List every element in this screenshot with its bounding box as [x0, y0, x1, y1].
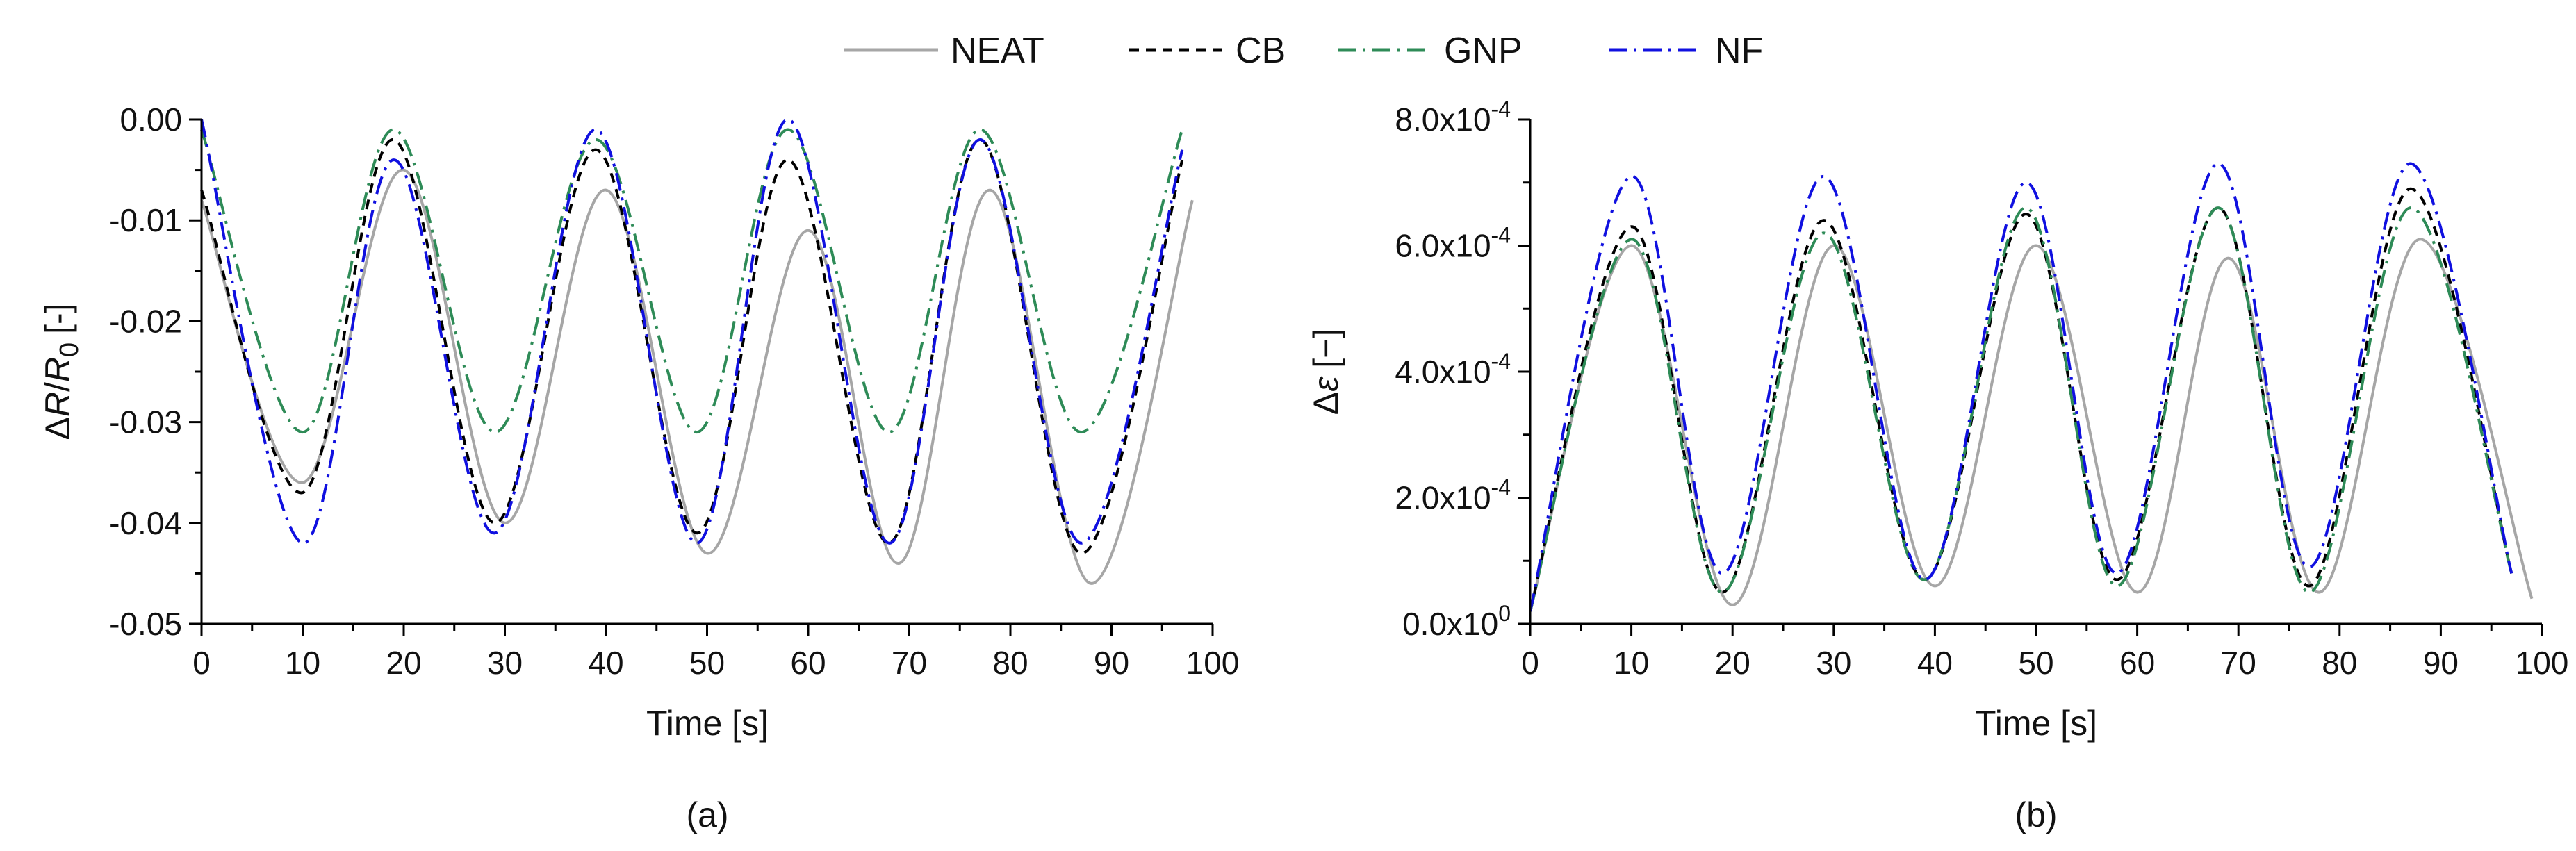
panel-a-x-tick-label: 70 [892, 645, 927, 681]
legend-item-nf: NF [1609, 31, 1763, 71]
panel-b-y-title: Δε[−] [1306, 329, 1345, 415]
panel-a-y-tick-label: -0.02 [109, 303, 182, 339]
panel-a-x-tick-label: 100 [1186, 645, 1240, 681]
panel-a-x-tick-label: 0 [192, 645, 211, 681]
panel-b-series-nf [1529, 162, 2513, 612]
legend-label-gnp: GNP [1444, 31, 1523, 71]
panel-b-x-tick-label: 30 [1816, 645, 1851, 681]
panel-b-x-tick-label: 90 [2423, 645, 2459, 681]
panel-a-x-tick-label: 80 [992, 645, 1028, 681]
panel-a-y-tick-label: -0.01 [109, 202, 182, 238]
panel-a-series-neat [200, 168, 1194, 585]
panel-b-x-tick-label: 20 [1715, 645, 1750, 681]
legend-label-cb: CB [1236, 31, 1286, 71]
panel-b-label: (b) [2015, 795, 2057, 834]
panel-a-x-tick-label: 50 [689, 645, 725, 681]
panel-a-y-tick-label: -0.04 [109, 505, 182, 541]
panel-b-x-tick-label: 100 [2516, 645, 2569, 681]
panel-b-x-title: Time [s] [1975, 704, 2097, 743]
panel-a-resistance: 0 10 20 30 40 50 60 70 80 90 100 0.00 -0.01 -0.02 -0.0… [38, 101, 1239, 834]
panel-b-x-tick-label: 50 [2018, 645, 2053, 681]
legend-item-cb: CB [1129, 31, 1286, 71]
panel-a-series-nf [200, 118, 1184, 545]
panel-a-series-cb [200, 138, 1184, 555]
legend-item-gnp: GNP [1338, 31, 1523, 71]
panel-b-y-tick-label: 4.0x10-4 [1395, 349, 1511, 390]
panel-b-series-neat [1529, 238, 2534, 612]
panel-b-series [1529, 162, 2534, 612]
panel-a-x-tick-label: 60 [790, 645, 826, 681]
panel-b-x-tick-label: 10 [1614, 645, 1649, 681]
panel-a-x-tick-label: 20 [386, 645, 421, 681]
panel-b-y-tick-label: 2.0x10-4 [1395, 475, 1511, 516]
panel-b-ticks: 0 10 20 30 40 50 60 70 80 90 100 0.0x100 2.0x10-4 4.0… [1395, 97, 2568, 681]
panel-a-y-tick-label: 0.00 [120, 101, 182, 138]
panel-a-ticks: 0 10 20 30 40 50 60 70 80 90 100 0.00 -0.01 -0.02 -0.0… [109, 101, 1239, 681]
panel-b-y-tick-label: 8.0x10-4 [1395, 97, 1511, 138]
panel-b-x-tick-label: 40 [1917, 645, 1953, 681]
panel-b-x-tick-label: 80 [2322, 645, 2357, 681]
panel-a-series-gnp [200, 128, 1184, 434]
panel-a-x-tick-label: 90 [1094, 645, 1129, 681]
panel-b-y-tick-label: 0.0x100 [1402, 601, 1511, 642]
panel-a-x-tick-label: 10 [285, 645, 320, 681]
panel-a-x-tick-label: 40 [588, 645, 623, 681]
panel-b-y-tick-label: 6.0x10-4 [1395, 223, 1511, 264]
legend-label-neat: NEAT [951, 31, 1044, 71]
panel-a-series [200, 118, 1194, 585]
panel-b-strain: 0 10 20 30 40 50 60 70 80 90 100 0.0x100 2.0x10-4 4.0… [1306, 97, 2568, 834]
panel-a-y-tick-label: -0.03 [109, 404, 182, 440]
panel-a-y-title: ΔR/R0[-] [38, 303, 84, 440]
panel-a-y-tick-label: -0.05 [109, 606, 182, 642]
panel-a-label: (a) [686, 795, 728, 834]
legend-label-nf: NF [1715, 31, 1763, 71]
panel-b-x-tick-label: 60 [2119, 645, 2155, 681]
panel-b-x-tick-label: 70 [2221, 645, 2256, 681]
legend-item-neat: NEAT [844, 31, 1044, 71]
panel-a-x-tick-label: 30 [487, 645, 523, 681]
legend: NEAT CB GNP NF [844, 31, 1763, 71]
panel-b-x-tick-label: 0 [1521, 645, 1539, 681]
panel-a-x-title: Time [s] [646, 704, 769, 743]
